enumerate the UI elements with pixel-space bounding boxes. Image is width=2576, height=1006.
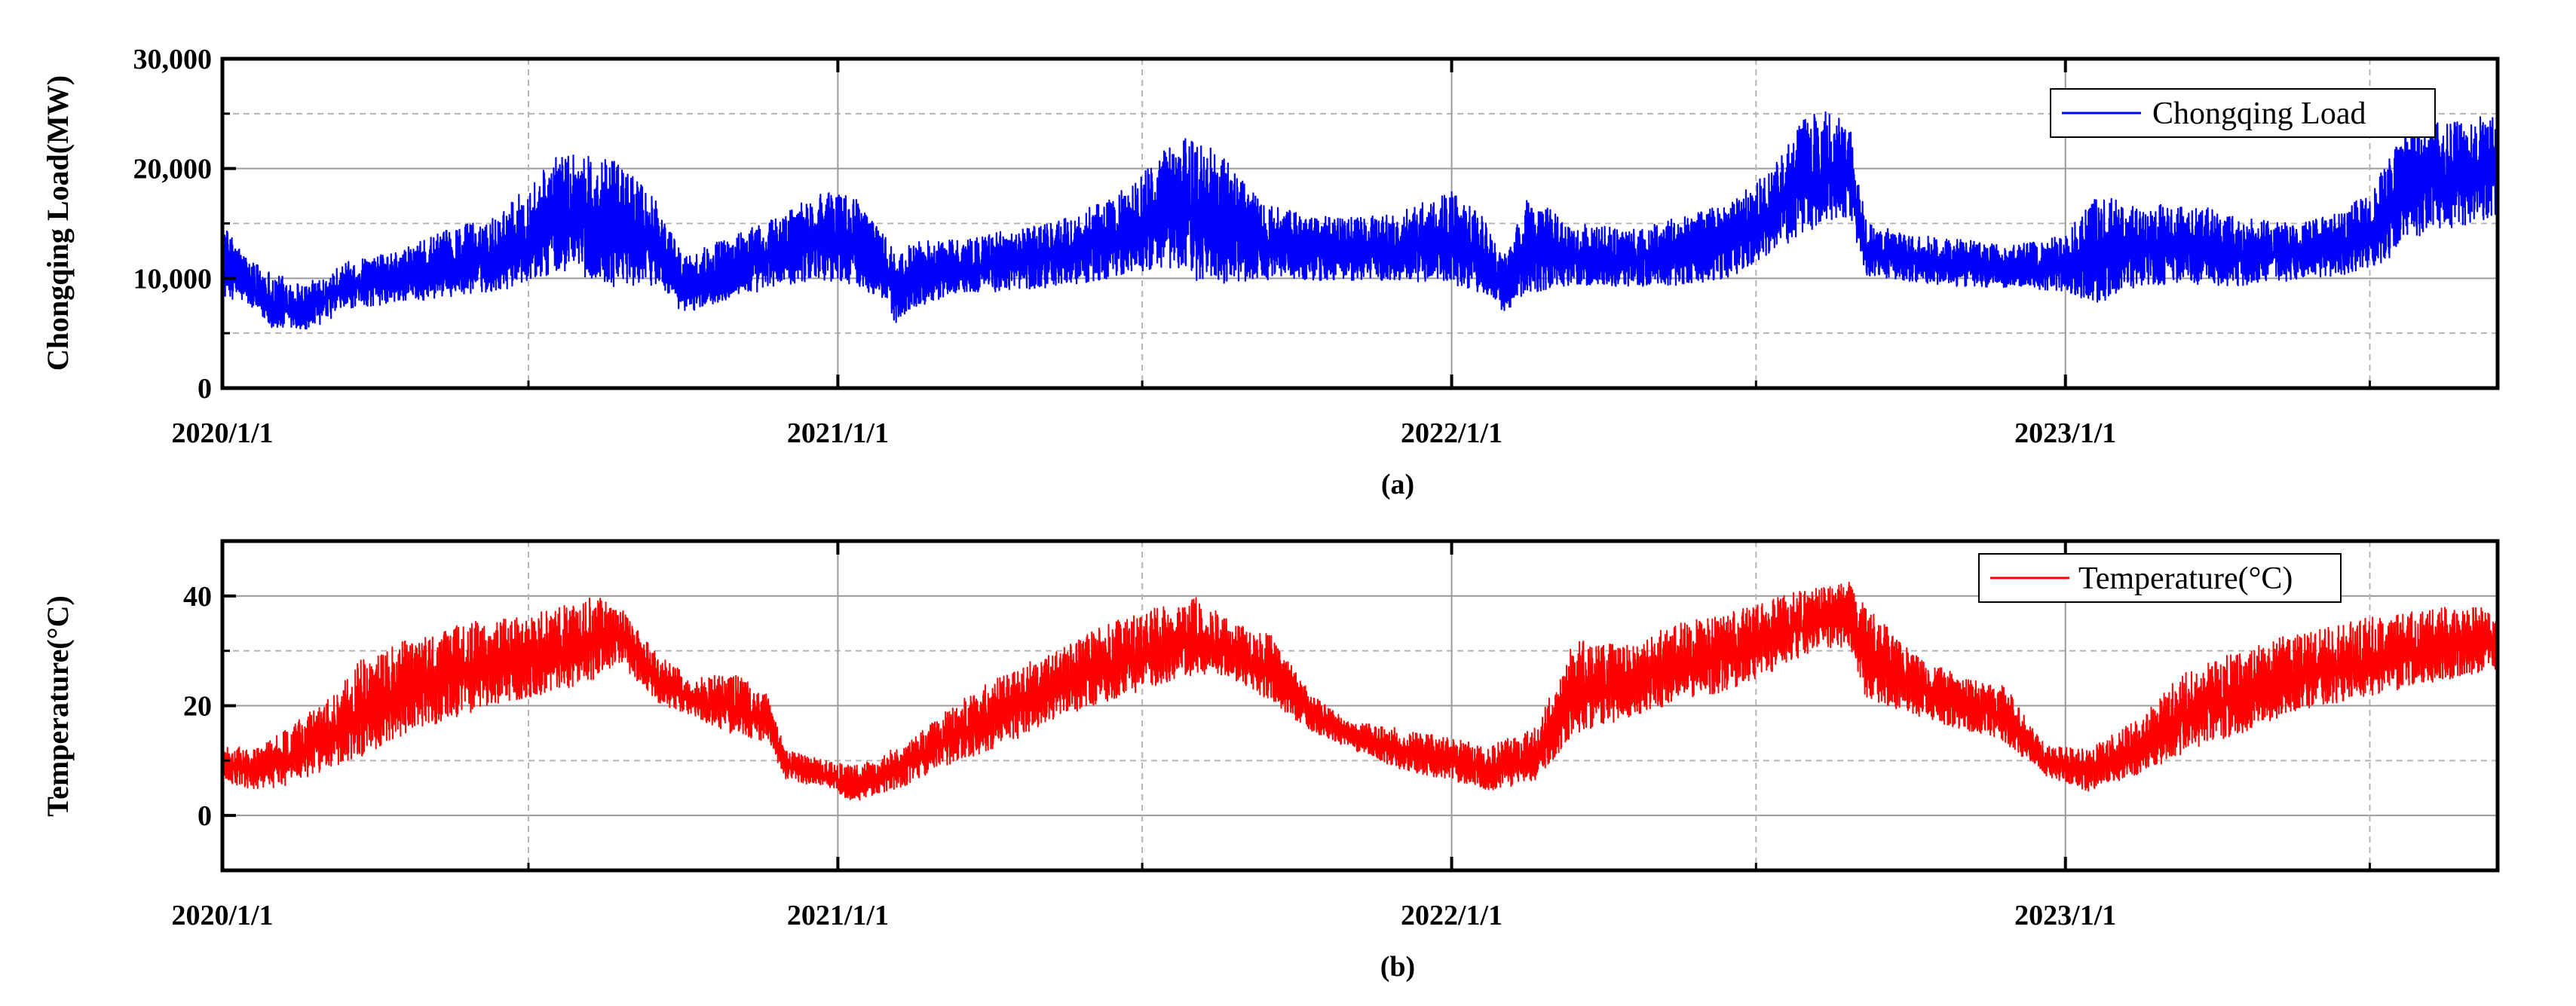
panel-a-series-line <box>221 111 2499 330</box>
panel-a-x-tick-label: 2023/1/1 <box>2014 417 2116 449</box>
panel-a-legend-label: Chongqing Load <box>2152 96 2366 131</box>
panel-a-x-ticks: 2020/1/1 2021/1/1 2022/1/1 2023/1/1 <box>171 59 2371 449</box>
panel-b-x-ticks: 2020/1/1 2021/1/1 2022/1/1 2023/1/1 <box>171 541 2371 931</box>
panel-a-legend: Chongqing Load <box>2050 88 2436 138</box>
panel-b-legend-label: Temperature(°C) <box>2078 561 2293 596</box>
panel-b-temperature-chart: 0 20 40 2020/1/1 2021/1/1 2022/1/1 2023/1/1 T… <box>41 539 2500 983</box>
panel-b-y-tick-label: 0 <box>198 800 212 832</box>
panel-b-y-tick-label: 40 <box>183 581 212 613</box>
panel-b-series-temperature <box>222 581 2498 801</box>
panel-a-y-axis-title: Chongqing Load(MW) <box>41 75 75 371</box>
panel-b-legend: Temperature(°C) <box>1978 553 2342 603</box>
panel-b-y-ticks: 0 20 40 <box>183 581 236 832</box>
panel-a-caption: (a) <box>1381 469 1414 500</box>
panel-b-x-tick-label: 2022/1/1 <box>1401 900 1502 931</box>
panel-a-y-tick-label: 0 <box>198 373 212 405</box>
panel-a-x-tick-label: 2020/1/1 <box>171 417 273 449</box>
panel-a-y-tick-label: 30,000 <box>133 44 213 75</box>
panel-b-y-axis-title: Temperature(°C) <box>41 595 75 817</box>
panel-b-x-tick-label: 2021/1/1 <box>787 900 889 931</box>
panel-a-series-load <box>221 111 2499 330</box>
panel-a-y-ticks: 0 10,000 20,000 30,000 <box>133 44 236 405</box>
panel-a-y-tick-label: 10,000 <box>133 263 213 295</box>
panel-b-caption: (b) <box>1380 951 1415 983</box>
panel-b-y-tick-label: 20 <box>183 691 212 723</box>
panel-a-y-tick-label: 20,000 <box>133 154 213 185</box>
panel-b-series-line <box>222 581 2498 801</box>
panel-a-x-tick-label: 2021/1/1 <box>787 417 889 449</box>
panel-a-load-chart: 0 10,000 20,000 30,000 2020/1/1 2021/1/1 2022… <box>41 44 2500 500</box>
panel-b-x-tick-label: 2020/1/1 <box>171 900 273 931</box>
panel-a-x-tick-label: 2022/1/1 <box>1401 417 1502 449</box>
panel-b-x-tick-label: 2023/1/1 <box>2014 900 2116 931</box>
